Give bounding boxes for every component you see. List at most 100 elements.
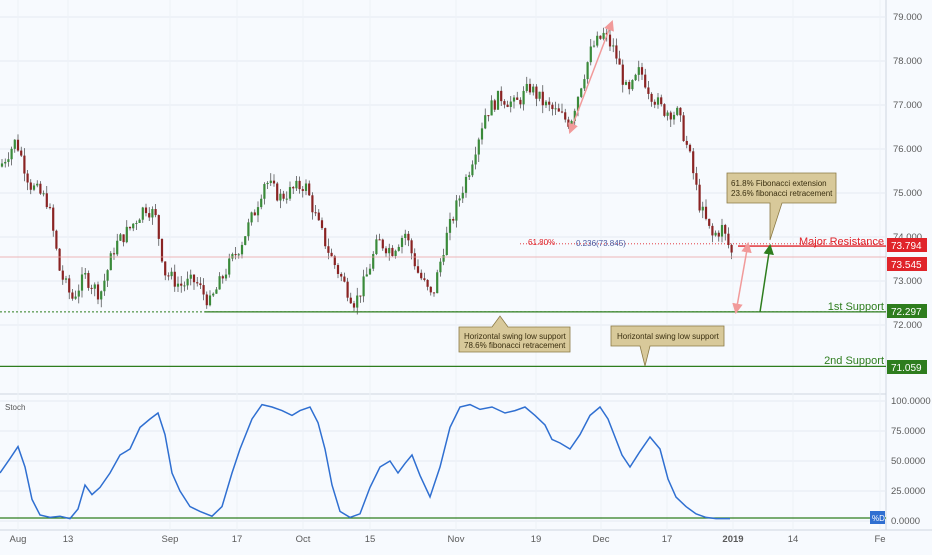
candle-body — [557, 108, 560, 112]
candle-body — [484, 115, 487, 129]
candle-body — [295, 180, 298, 189]
candle-body — [548, 101, 551, 105]
time-axis[interactable]: Aug 13 Sep 17 Oct 15 Nov 19 Dec 17 2019 14 Fe — [10, 534, 886, 545]
candle-body — [724, 224, 727, 234]
candle-body — [592, 45, 596, 47]
candle-body — [0, 163, 4, 167]
candle-body — [644, 74, 647, 88]
badge-second-support-bg — [887, 360, 927, 374]
candle-body — [503, 101, 506, 105]
price-axis[interactable]: 79.000 78.000 77.000 76.000 75.000 74.000 73.0… — [893, 12, 922, 331]
candle-body — [602, 32, 605, 39]
candle-body — [660, 97, 663, 105]
candle-body — [52, 207, 55, 231]
candle-body — [234, 254, 237, 256]
candle-body — [567, 119, 570, 127]
candle-body — [698, 184, 701, 211]
badge-first-support: 72.297 — [887, 304, 927, 318]
candle-body — [151, 209, 154, 218]
candle-body — [109, 253, 112, 271]
candle-body — [656, 97, 660, 105]
time-tick-label: 17 — [232, 534, 243, 545]
candle-body — [356, 295, 359, 308]
candle-body — [439, 261, 442, 273]
candle-body — [397, 246, 400, 251]
candle-body — [189, 274, 192, 279]
candle-body — [640, 67, 644, 75]
candle-body — [208, 295, 212, 306]
candle-body — [282, 193, 285, 199]
candle-body — [599, 35, 602, 39]
candle-body — [586, 62, 589, 80]
candle-body — [554, 108, 557, 110]
candle-body — [420, 272, 423, 279]
candle-body — [103, 280, 106, 292]
candle-body — [240, 244, 244, 255]
candle-body — [432, 292, 436, 294]
candle-body — [48, 207, 52, 209]
candle-body — [292, 187, 295, 189]
candle-body — [77, 290, 80, 297]
candle-body — [708, 218, 711, 226]
callout-fib-line-2: 23.6% fibonacci retracement — [731, 189, 833, 198]
candle-body — [727, 233, 730, 246]
candle-body — [199, 283, 202, 286]
price-tick-label: 76.000 — [893, 144, 922, 155]
candle-body — [218, 276, 221, 290]
candle-body — [560, 111, 564, 113]
candle-body — [672, 114, 676, 120]
candle-body — [695, 173, 698, 185]
candle-body — [701, 206, 704, 211]
candle-body — [164, 261, 167, 276]
candle-body — [551, 104, 554, 110]
candle-body — [160, 238, 164, 262]
candle-body — [650, 93, 653, 102]
candle-body — [506, 104, 509, 107]
time-tick-label: Oct — [296, 534, 311, 545]
candle-body — [429, 286, 432, 293]
candle-body — [192, 274, 196, 283]
candle-body — [148, 213, 151, 218]
candle-body — [144, 207, 148, 214]
candle-body — [125, 226, 128, 243]
candle-body — [173, 271, 176, 287]
candle-body — [256, 207, 260, 216]
candle-body — [352, 303, 356, 308]
candle-body — [4, 161, 7, 164]
candle-body — [154, 209, 157, 216]
stoch-panel-label: Stoch — [5, 403, 25, 412]
candle-body — [365, 274, 368, 277]
candle-body — [84, 273, 87, 275]
candle-body — [180, 283, 183, 286]
candle-body — [237, 254, 240, 256]
candle-body — [32, 185, 36, 190]
candle-body — [631, 80, 634, 90]
time-tick-label: Aug — [10, 534, 27, 545]
candle-body — [442, 255, 445, 262]
callout-first-support-line-2: 78.6% fibonacci retracement — [464, 341, 566, 350]
candle-body — [250, 212, 253, 223]
price-tick-label: 73.000 — [893, 276, 922, 287]
candle-body — [324, 228, 327, 247]
candle-body — [391, 247, 394, 256]
candle-body — [359, 295, 362, 297]
candle-body — [544, 101, 548, 106]
candle-body — [100, 291, 103, 300]
candle-body — [314, 212, 317, 214]
candle-body — [80, 274, 84, 291]
stoch-axis[interactable]: 100.0000 75.0000 50.0000 25.0000 0.0000 — [891, 396, 931, 527]
candle-body — [512, 97, 516, 102]
candle-body — [170, 271, 173, 277]
candle-body — [16, 139, 20, 151]
candle-body — [532, 86, 535, 93]
candle-body — [61, 270, 64, 280]
candle-body — [304, 183, 308, 191]
candle-body — [381, 239, 384, 249]
candle-body — [368, 268, 372, 275]
candle-body — [244, 236, 247, 245]
time-tick-label: 13 — [63, 534, 74, 545]
callout-second-support: Horizontal swing low support — [610, 325, 725, 367]
candle-body — [333, 256, 336, 266]
candle-body — [112, 253, 116, 255]
price-tick-label: 78.000 — [893, 56, 922, 67]
